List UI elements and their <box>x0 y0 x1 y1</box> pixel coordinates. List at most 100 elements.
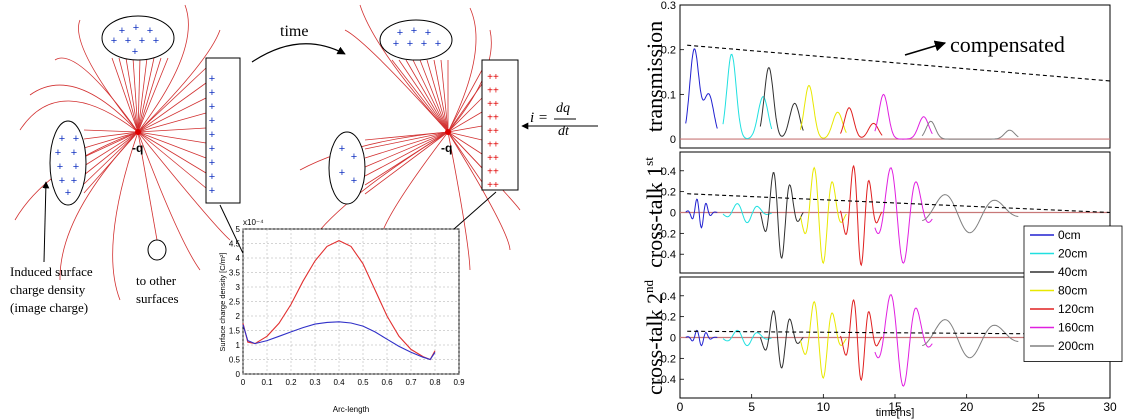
inset-ytick-label: 3.5 <box>229 269 241 278</box>
plus-charge-sign: + <box>209 171 215 183</box>
inset-ytick-label: 4 <box>236 254 241 263</box>
inset-xtick-label: 0.3 <box>309 378 321 387</box>
inset-ylabel: Surface charge density [C/m²] <box>218 252 227 351</box>
field-line-illustration: + + ++ + + +++ ++ ++ ++ +++++++++++ + + ++ + + +++++++… <box>10 4 598 353</box>
plus-charge-sign: + <box>139 35 145 47</box>
xtick-label: 5 <box>748 400 755 414</box>
field-line <box>19 100 139 133</box>
small-ellipse-other-surface <box>147 239 167 261</box>
charge-label-later: -q <box>441 141 452 155</box>
caption-other-line-2: surfaces <box>136 291 179 306</box>
compensation-envelope <box>687 44 1111 82</box>
inset-ytick-label: 5 <box>236 225 241 234</box>
field-line <box>137 112 207 133</box>
inset-exponent: x10⁻⁴ <box>243 218 264 227</box>
field-line <box>54 57 139 133</box>
legend-entry: 160cm <box>1058 321 1094 335</box>
field-line <box>137 4 189 133</box>
waveform-series-4 <box>840 164 883 267</box>
field-line <box>112 131 139 301</box>
waveform-series-1 <box>722 53 773 140</box>
caption-induced-line-3: (image charge) <box>10 300 88 315</box>
plus-charge-sign: + <box>71 175 77 187</box>
field-line <box>319 131 449 231</box>
field-line <box>137 131 158 241</box>
inset-ytick-label: 3 <box>236 283 241 292</box>
inset-series-line-1 <box>242 321 436 361</box>
compensated-annotation: compensated <box>950 32 1065 57</box>
field-line <box>137 57 155 133</box>
plus-charge-sign: ++ <box>487 99 499 110</box>
panel-ytick-label: 0.2 <box>661 187 676 199</box>
panel-ytick-label: 0 <box>670 333 676 345</box>
inset-series-line-0 <box>242 239 436 361</box>
panel-label-2: cross-talk 2nd <box>641 279 667 395</box>
field-line <box>83 131 139 140</box>
field-line <box>83 131 139 167</box>
field-line <box>137 57 141 133</box>
waveform-series-3 <box>799 84 847 139</box>
point-charge-later <box>445 129 451 135</box>
plus-charge-sign: + <box>209 115 215 127</box>
field-line <box>29 84 139 133</box>
inset-series <box>242 239 436 361</box>
panel-ytick-label: 0.4 <box>661 166 676 178</box>
field-line <box>447 131 471 271</box>
field-line <box>433 59 449 133</box>
panel-label-1: cross-talk 1st <box>641 157 667 268</box>
panel-ytick-label: 0.2 <box>661 45 676 57</box>
caption-other-line-1: to other <box>136 273 177 288</box>
field-line <box>364 131 449 150</box>
plus-charge-sign: ++ <box>487 140 499 151</box>
plus-charge-sign: ++ <box>487 86 499 97</box>
inset-ytick-label: 2 <box>236 312 241 321</box>
field-line <box>364 131 449 177</box>
field-line <box>118 57 139 133</box>
panel-ytick-label: 0.1 <box>661 89 676 101</box>
plus-charge-sign: ++ <box>487 113 499 124</box>
inset-xtick-label: 0.5 <box>357 378 369 387</box>
plus-charge-sign: + <box>133 22 139 34</box>
plus-charge-sign: + <box>209 157 215 169</box>
field-line <box>137 57 148 133</box>
plus-charge-sign: ++ <box>487 72 499 83</box>
plus-charge-sign: + <box>57 161 63 173</box>
inset-ytick-label: 1 <box>236 341 241 350</box>
plus-charge-sign: + <box>119 25 125 37</box>
field-line <box>299 131 449 171</box>
waveform-series-1 <box>722 329 772 347</box>
compensation-envelope <box>687 193 1111 214</box>
caption-induced-line-1: Induced surface <box>10 264 93 279</box>
xtick-label: 10 <box>817 400 831 414</box>
xtick-label: 0 <box>677 400 684 414</box>
plus-charge-sign: + <box>407 38 413 50</box>
plus-charge-sign: + <box>73 133 79 145</box>
inset-tick-labels: 0 0.1 0.2 0.3 0.4 0.5 0.6 0.7 0.8 0.9 0 0.5 1 1.5 2 2.5… <box>229 225 465 387</box>
plus-charge-sign: + <box>153 35 159 47</box>
plus-charge-sign: + <box>55 147 61 159</box>
legend-entry: 200cm <box>1058 339 1094 353</box>
waveform-series-3 <box>799 166 847 265</box>
field-line <box>137 82 207 133</box>
inset-xtick-label: 0.2 <box>285 378 297 387</box>
inset-xtick-label: 0.7 <box>405 378 417 387</box>
panel-ytick-label: -0.2 <box>657 353 676 365</box>
panel-ytick-label: 0.2 <box>661 312 676 324</box>
time-arrow <box>251 43 346 63</box>
field-line <box>111 57 139 133</box>
field-line <box>447 7 477 133</box>
panel-ytick-label: 0 <box>670 208 676 220</box>
inset-xtick-label: 0.6 <box>381 378 393 387</box>
inset-ytick-label: 2.5 <box>229 298 241 307</box>
waveform-series-2 <box>759 172 804 260</box>
top-ellipse-conductor <box>101 15 175 61</box>
point-charge <box>135 129 141 135</box>
waveform-series-5 <box>874 294 933 387</box>
plus-charge-sign: + <box>111 35 117 47</box>
field-line <box>137 57 162 133</box>
waveform-series-6 <box>922 194 1019 234</box>
plus-charge-sign: ++ <box>487 167 499 178</box>
field-line <box>364 131 449 168</box>
plus-charge-sign: + <box>397 27 403 39</box>
waveform-series-3 <box>799 300 847 379</box>
